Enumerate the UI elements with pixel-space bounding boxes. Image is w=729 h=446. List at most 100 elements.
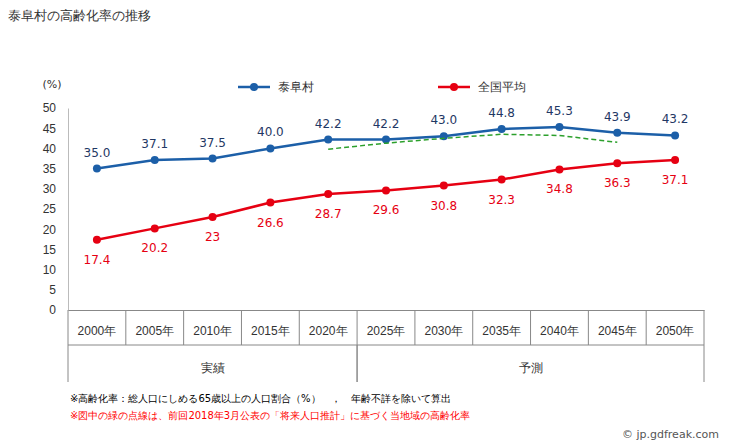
data-label: 45.3	[546, 104, 573, 118]
data-labels: 35.037.137.540.042.242.243.044.845.343.9…	[84, 104, 689, 267]
x-tick-label: 2000年	[78, 324, 117, 338]
x-tick: 2050年	[656, 310, 695, 338]
series-marker	[498, 176, 506, 184]
data-label: 42.2	[373, 117, 400, 131]
series-line	[97, 160, 675, 240]
legend-label: 全国平均	[478, 80, 526, 94]
data-label: 37.5	[199, 136, 226, 150]
series-marker	[555, 165, 563, 173]
series-marker	[151, 224, 159, 232]
series-marker	[671, 156, 679, 164]
category-separator	[414, 310, 415, 345]
x-tick: 2045年	[598, 310, 637, 338]
category-separator	[125, 310, 126, 345]
group-label: 実績	[201, 361, 225, 375]
legend-marker	[450, 83, 458, 91]
series-marker	[613, 159, 621, 167]
x-tick-label: 2005年	[135, 324, 174, 338]
category-separator	[646, 310, 647, 345]
y-tick-label: 35	[43, 162, 57, 176]
data-label: 30.8	[430, 199, 457, 213]
y-axis-title: (%)	[42, 78, 61, 91]
data-label: 34.8	[546, 182, 573, 196]
y-axis: 05101520253035404550	[43, 101, 69, 317]
group-separator	[357, 345, 358, 382]
series-marker	[440, 182, 448, 190]
y-tick-label: 20	[43, 223, 57, 237]
y-tick: 0	[49, 303, 68, 317]
x-tick: 2010年	[193, 310, 232, 338]
x-tick-label: 2020年	[309, 324, 348, 338]
note: ※高齢化率：総人口にしめる65歳以上の人口割合（%） ， 年齢不詳を除いて算出	[70, 393, 451, 404]
x-tick: 2020年	[309, 310, 348, 338]
category-separator	[241, 310, 242, 345]
category-separator	[68, 310, 69, 345]
y-tick-label: 0	[49, 303, 56, 317]
data-label: 26.6	[257, 216, 284, 230]
series-marker	[151, 156, 159, 164]
series-marker	[209, 155, 217, 163]
x-tick: 2025年	[367, 310, 406, 338]
group-separator	[704, 345, 705, 382]
x-tick-label: 2035年	[482, 324, 521, 338]
data-label: 37.1	[141, 137, 168, 151]
category-separator	[704, 310, 705, 345]
x-tick: 2035年	[482, 310, 521, 338]
data-label: 29.6	[373, 203, 400, 217]
series-marker	[382, 186, 390, 194]
legend-marker	[250, 83, 258, 91]
x-tick-label: 2040年	[540, 324, 579, 338]
series-marker	[671, 131, 679, 139]
y-tick-label: 10	[43, 263, 57, 277]
category-separator	[588, 310, 589, 345]
y-tick: 40	[43, 142, 68, 156]
series-line	[328, 134, 617, 149]
y-tick: 50	[43, 101, 68, 115]
y-tick: 10	[43, 263, 68, 277]
y-tick-label: 25	[43, 202, 57, 216]
category-separator	[530, 310, 531, 345]
note: ※図中の緑の点線は、前回2018年3月公表の「将来人口推計」に基づく当地域の高齢…	[70, 410, 470, 421]
x-tick-label: 2045年	[598, 324, 637, 338]
y-tick-label: 45	[43, 122, 57, 136]
group-separator	[68, 345, 69, 382]
x-tick-label: 2025年	[367, 324, 406, 338]
series-marker	[498, 125, 506, 133]
y-tick: 25	[43, 202, 68, 216]
series-marker	[93, 165, 101, 173]
x-tick-label: 2030年	[424, 324, 463, 338]
data-label: 43.0	[430, 113, 457, 127]
x-axis: 2000年 2005年 2010年 2015年 2020年 2025年 2030年 2035年…	[69, 310, 705, 338]
y-tick: 30	[43, 182, 68, 196]
series-marker	[613, 129, 621, 137]
data-label: 17.4	[84, 253, 111, 267]
group-separator	[357, 345, 358, 382]
x-tick: 2040年	[540, 310, 579, 338]
data-label: 43.9	[604, 110, 631, 124]
x-axis-line	[69, 310, 705, 311]
legend: 泰阜村 全国平均	[238, 80, 526, 94]
group-label: 予測	[519, 361, 543, 375]
series-marker	[324, 136, 332, 144]
series-marker	[324, 190, 332, 198]
data-label: 35.0	[84, 146, 111, 160]
y-tick: 35	[43, 162, 68, 176]
series-line	[97, 127, 675, 169]
series-marker	[555, 123, 563, 131]
title: 泰阜村の高齢化率の推移	[8, 8, 151, 23]
y-tick-label: 30	[43, 182, 57, 196]
series-marker	[93, 236, 101, 244]
series-marker	[266, 199, 274, 207]
source: © jp.gdfreak.com	[622, 428, 719, 441]
y-tick-label: 5	[49, 283, 56, 297]
y-tick: 45	[43, 122, 68, 136]
category-separator	[357, 310, 358, 345]
x-tick-label: 2015年	[251, 324, 290, 338]
plot-area	[93, 123, 679, 244]
data-label: 42.2	[315, 117, 342, 131]
legend-label: 泰阜村	[278, 80, 314, 94]
x-tick: 2000年	[78, 310, 117, 338]
category-separator	[299, 310, 300, 345]
data-label: 23	[205, 230, 220, 244]
series-marker	[209, 213, 217, 221]
